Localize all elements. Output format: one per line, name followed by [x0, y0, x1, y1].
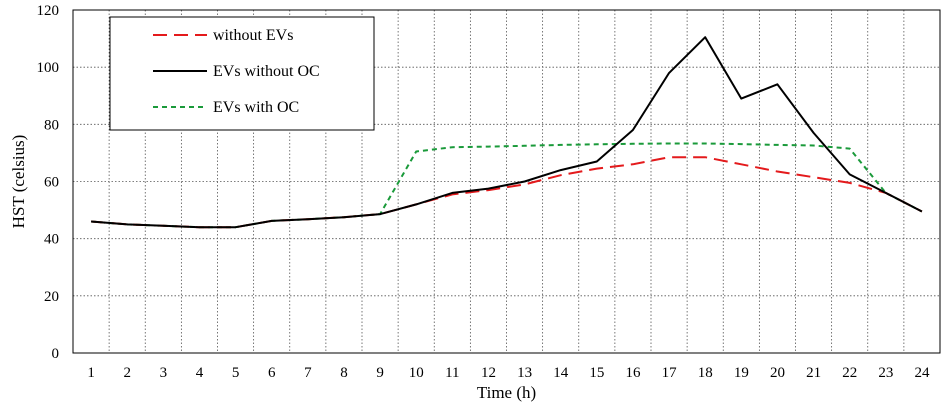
y-axis-title: HST (celsius): [9, 135, 28, 229]
series-line-1: [91, 36, 923, 229]
y-tick-label: 0: [52, 346, 60, 362]
x-tick-label: 4: [196, 365, 204, 381]
x-tick-label: 12: [481, 365, 496, 381]
legend: without EVs EVs without OC EVs with OC: [109, 16, 375, 131]
legend-label: without EVs: [213, 27, 293, 44]
x-tick-label: 8: [340, 365, 348, 381]
x-tick-label: 3: [160, 365, 168, 381]
x-tick-label: 9: [376, 365, 384, 381]
legend-items: without EVs EVs without OC EVs with OC: [153, 27, 320, 116]
x-tick-label: 20: [770, 365, 785, 381]
y-tick-label: 120: [37, 3, 60, 19]
y-tick-label: 80: [44, 117, 59, 133]
x-tick-label: 1: [87, 365, 95, 381]
x-tick-label: 18: [698, 365, 713, 381]
x-tick-label: 7: [304, 365, 312, 381]
x-tick-label: 15: [589, 365, 604, 381]
y-tick-label: 60: [44, 175, 59, 191]
x-axis-title: Time (h): [477, 383, 536, 402]
x-tick-label: 24: [914, 365, 930, 381]
x-tick-label: 10: [409, 365, 424, 381]
x-tick-label: 14: [553, 365, 569, 381]
y-tick-label: 40: [44, 232, 59, 248]
y-tick-labels: 0 20 40 60 80 100 120: [37, 3, 60, 362]
legend-label: EVs with OC: [213, 99, 299, 116]
y-tick-label: 100: [37, 60, 60, 76]
x-tick-label: 13: [517, 365, 532, 381]
x-tick-label: 5: [232, 365, 240, 381]
legend-label: EVs without OC: [213, 63, 320, 80]
x-tick-label: 6: [268, 365, 276, 381]
x-tick-label: 22: [842, 365, 857, 381]
x-tick-labels: 1 2 3 4 5 6 7 8 9 10 11 12 13 14 15 16 17 18 19 20 21 22 23 24: [87, 365, 930, 381]
x-tick-label: 2: [123, 365, 131, 381]
x-tick-label: 23: [878, 365, 893, 381]
series-lines: [91, 36, 923, 229]
x-tick-label: 19: [734, 365, 749, 381]
x-tick-label: 16: [625, 365, 641, 381]
x-tick-label: 21: [806, 365, 821, 381]
x-tick-label: 11: [445, 365, 459, 381]
y-tick-label: 20: [44, 289, 59, 305]
plot-area-frame: [72, 9, 941, 354]
x-tick-label: 17: [662, 365, 678, 381]
